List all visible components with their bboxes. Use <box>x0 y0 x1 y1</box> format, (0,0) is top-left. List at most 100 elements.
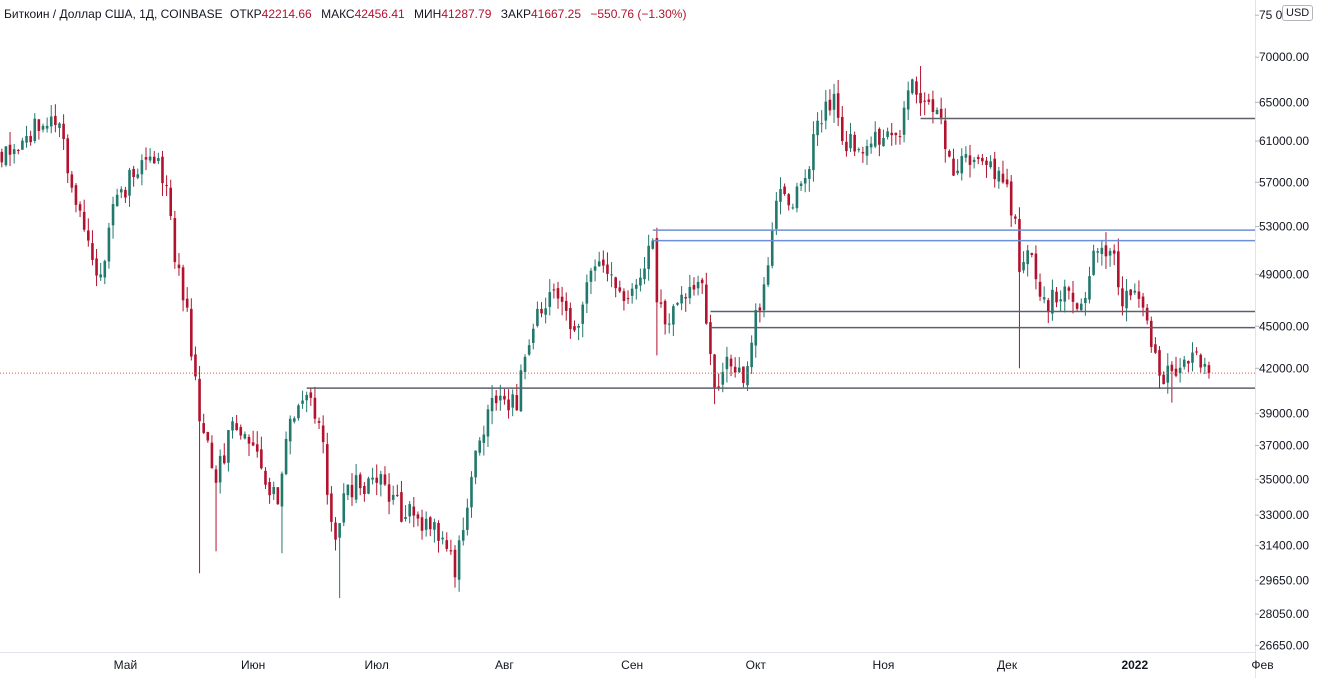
candle-body <box>531 328 535 343</box>
candle-body <box>911 79 914 94</box>
candle-body <box>1170 364 1174 372</box>
candle-body <box>396 494 399 496</box>
candle-body <box>540 308 543 314</box>
change-value: −550.76 (−1.30%) <box>590 7 687 21</box>
candle-body <box>725 356 729 370</box>
candle-body <box>1100 247 1104 254</box>
time-tick-label: Сен <box>621 658 643 672</box>
candle-body <box>931 99 935 112</box>
candle-body <box>898 136 902 138</box>
candle-body <box>169 187 173 217</box>
candle-body <box>552 289 556 291</box>
candle-body <box>882 138 885 147</box>
currency-button[interactable]: USD <box>1282 5 1314 21</box>
candle-body <box>845 141 848 152</box>
candle-body <box>1133 290 1137 293</box>
candle-body <box>1075 303 1079 309</box>
candle-body <box>606 264 609 274</box>
candle-body <box>58 123 61 128</box>
candle-body <box>210 442 214 469</box>
candle-body <box>906 90 910 110</box>
candle-body <box>787 194 791 206</box>
candle-body <box>1195 351 1198 353</box>
time-tick-label: Июн <box>241 658 265 672</box>
candle-body <box>820 123 823 125</box>
candle-body <box>202 423 205 433</box>
candle-body <box>602 259 605 266</box>
candle-body <box>445 540 449 549</box>
time-tick-label: Авг <box>495 658 514 672</box>
candle-body <box>412 506 416 516</box>
candle-body <box>746 366 749 386</box>
candle-body <box>272 486 276 495</box>
price-tick-label: 35000.00 <box>1259 472 1309 486</box>
candle-body <box>119 189 123 193</box>
candle-body <box>597 261 601 267</box>
candle-body <box>148 156 152 161</box>
candle-body <box>99 274 102 278</box>
candle-body <box>1166 365 1170 383</box>
candle-body <box>523 356 527 372</box>
candle-body <box>729 358 733 367</box>
candle-body <box>1030 252 1034 255</box>
candle-body <box>33 118 37 141</box>
candle-body <box>494 395 498 404</box>
candle-body <box>1162 374 1165 385</box>
candle-body <box>581 304 585 324</box>
time-tick-label: Фев <box>1251 658 1273 672</box>
price-tick-label: 42000.00 <box>1259 361 1309 375</box>
candle-body <box>692 284 696 290</box>
price-tick-label: 49000.00 <box>1259 267 1309 281</box>
candle-body <box>379 474 383 485</box>
candle-body <box>861 152 865 154</box>
candle-body <box>367 478 370 494</box>
candle-body <box>808 169 811 179</box>
candle-body <box>1092 250 1095 275</box>
candle-body <box>869 143 873 148</box>
candle-body <box>659 302 663 304</box>
candle-body <box>618 287 622 292</box>
candle-body <box>700 279 704 284</box>
candle-body <box>832 93 836 110</box>
candle-body <box>779 189 782 202</box>
price-tick-label: 37000.00 <box>1259 438 1309 452</box>
candle-body <box>136 174 140 178</box>
candle-body <box>1038 281 1042 297</box>
candle-body <box>478 440 482 453</box>
candle-body <box>803 178 807 184</box>
candle-body <box>12 149 16 155</box>
candle-body <box>577 326 580 328</box>
candle-body <box>902 107 906 135</box>
candle-body <box>428 517 432 530</box>
candle-body <box>255 444 259 452</box>
low-label: МИН <box>414 7 442 21</box>
candle-body <box>824 101 828 121</box>
candle-body <box>643 268 646 280</box>
candle-body <box>886 131 889 137</box>
candle-body <box>486 409 490 437</box>
price-tick-label: 31400.00 <box>1259 538 1309 552</box>
candle-body <box>251 442 255 446</box>
candle-body <box>1129 289 1132 296</box>
candle-body <box>795 186 799 209</box>
candle-body <box>676 302 679 305</box>
candle-body <box>651 240 655 249</box>
candle-body <box>161 156 164 184</box>
candle-body <box>696 281 700 289</box>
candle-body <box>989 161 992 168</box>
candle-body <box>157 158 160 161</box>
candle-body <box>873 131 877 147</box>
candle-body <box>8 144 12 155</box>
candle-body <box>173 218 177 263</box>
candle-body <box>1079 303 1083 311</box>
candle-body <box>923 100 926 102</box>
candle-body <box>857 149 861 151</box>
candle-body <box>1112 250 1116 254</box>
candle-body <box>775 200 778 229</box>
candle-body <box>433 522 436 530</box>
candle-body <box>1042 297 1046 300</box>
price-tick-label: 33000.00 <box>1259 508 1309 522</box>
candle-body <box>1084 298 1087 304</box>
